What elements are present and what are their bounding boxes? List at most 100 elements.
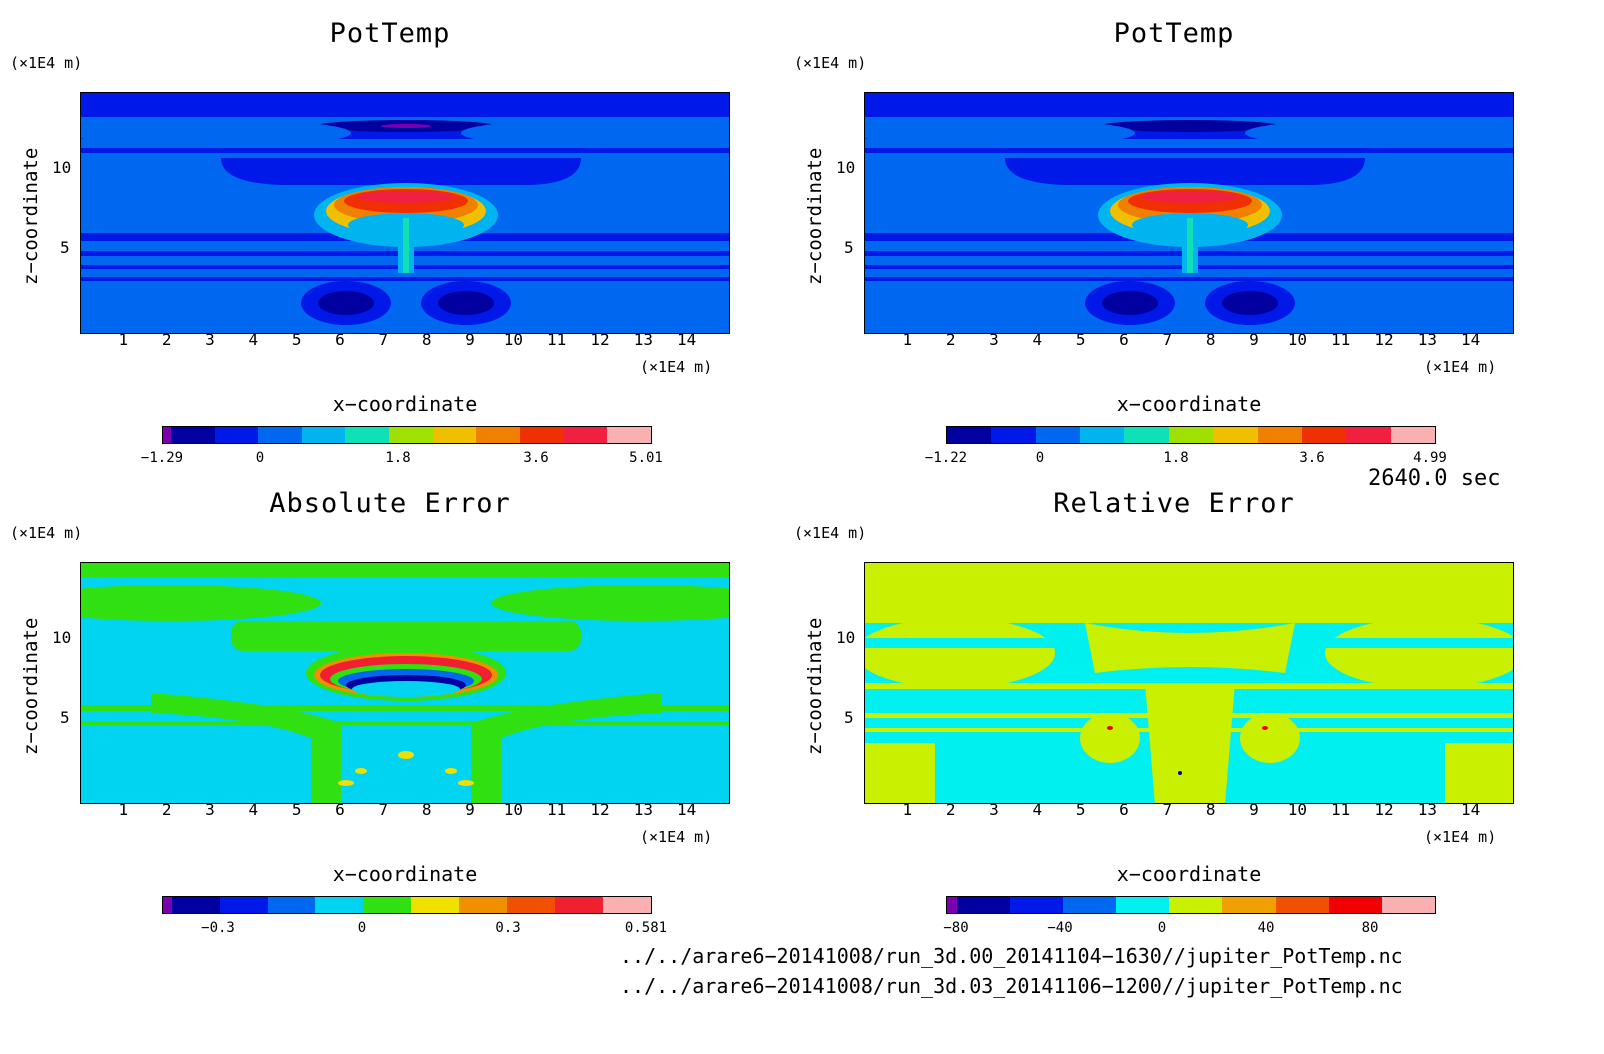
colorbar [946, 426, 1436, 444]
x-tick-label: 2 [945, 800, 956, 819]
z-unit-label: (×1E4 m) [10, 54, 83, 72]
x-tick-label: 8 [421, 800, 432, 819]
colorbar-swatch [363, 897, 412, 913]
y-axis-label: z−coordinate [804, 147, 826, 285]
x-axis-label: x−coordinate [1116, 862, 1262, 886]
colorbar-swatch [1275, 897, 1329, 913]
x-tick-label: 5 [1075, 800, 1086, 819]
file-path-1: ../../arare6−20141008/run_3d.00_20141104… [620, 944, 1403, 968]
x-tick-label: 4 [248, 800, 259, 819]
colorbar-swatch [163, 897, 172, 913]
x-unit-label: (×1E4 m) [640, 358, 713, 376]
z-unit-label: (×1E4 m) [10, 524, 83, 542]
x-tick-label: 14 [677, 330, 697, 349]
x-tick-label: 4 [1032, 330, 1043, 349]
colorbar-swatch [476, 427, 521, 443]
x-tick-label: 2 [945, 330, 956, 349]
colorbar-swatch [991, 427, 1036, 443]
colorbar-swatch [555, 897, 604, 913]
colorbar-swatch [1222, 897, 1276, 913]
colorbar-swatch [214, 427, 259, 443]
colorbar-swatch [507, 897, 556, 913]
x-tick-label: 10 [1287, 800, 1307, 819]
x-tick-label: 7 [378, 330, 389, 349]
y-tick-10: 10 [52, 158, 72, 177]
colorbar-label: 0 [255, 450, 265, 466]
x-tick-label: 4 [248, 330, 259, 349]
colorbar-swatch [301, 427, 346, 443]
z-unit-label: (×1E4 m) [794, 524, 867, 542]
colorbar-label: 0.581 [624, 920, 668, 936]
x-tick-label: 1 [902, 330, 913, 349]
y-tick-5: 5 [60, 708, 70, 727]
colorbar-swatch [603, 897, 651, 913]
colorbar-swatch [1213, 427, 1258, 443]
panel-absolute-error: Absolute Error (×1E4 m) z−coordinate 1 [0, 470, 780, 940]
contour-plot [864, 92, 1514, 334]
x-tick-label: 11 [547, 330, 567, 349]
colorbar-swatch [1301, 427, 1347, 443]
x-tick-label: 11 [1331, 800, 1351, 819]
contour-plot [80, 92, 730, 334]
x-tick-label: 14 [1461, 330, 1481, 349]
x-tick-label: 10 [1287, 330, 1307, 349]
x-tick-label: 1 [118, 330, 129, 349]
colorbar-swatch [1169, 897, 1223, 913]
colorbar-swatch [947, 897, 957, 913]
colorbar-swatch [1390, 427, 1435, 443]
chart-title: PotTemp [1113, 18, 1235, 49]
x-tick-label: 6 [1119, 800, 1129, 819]
colorbar-label: −1.22 [924, 450, 968, 466]
x-unit-label: (×1E4 m) [1424, 358, 1497, 376]
x-tick-label: 7 [1162, 800, 1173, 819]
x-tick-label: 2 [161, 800, 172, 819]
colorbar-swatch [520, 427, 564, 443]
y-axis-label: z−coordinate [804, 617, 826, 755]
colorbar-label: −1.29 [140, 450, 184, 466]
chart-title: PotTemp [329, 18, 451, 49]
colorbar-label: 1.8 [385, 450, 411, 466]
colorbar-swatch [1346, 427, 1391, 443]
colorbar-swatch [1124, 427, 1169, 443]
colorbar-label: 3.6 [523, 450, 549, 466]
x-tick-label: 3 [989, 330, 999, 349]
x-axis-label: x−coordinate [332, 862, 478, 886]
colorbar-label: 5.01 [629, 450, 663, 466]
x-axis-label: x−coordinate [332, 392, 478, 416]
contour-plot [864, 562, 1514, 804]
colorbar-swatch [459, 897, 508, 913]
x-tick-label: 3 [205, 330, 215, 349]
colorbar-swatch [1116, 897, 1170, 913]
x-tick-label: 12 [590, 800, 610, 819]
colorbar-swatch [1062, 897, 1117, 913]
colorbar-swatch [1328, 897, 1382, 913]
colorbar [162, 896, 652, 914]
y-tick-10: 10 [836, 158, 856, 177]
panel-pottemp-1: PotTemp (×1E4 m) [0, 0, 780, 470]
colorbar-label: 40 [1257, 920, 1275, 936]
x-tick-label: 6 [1119, 330, 1129, 349]
colorbar-swatch [315, 897, 364, 913]
x-tick-label: 3 [205, 800, 215, 819]
x-tick-label: 4 [1032, 800, 1043, 819]
x-tick-label: 8 [1205, 330, 1216, 349]
colorbar-label: 0 [357, 920, 367, 936]
colorbar-label: 1.8 [1163, 450, 1189, 466]
x-tick-label: 11 [1331, 330, 1351, 349]
colorbar [162, 426, 652, 444]
colorbar-label: −40 [1047, 920, 1073, 936]
x-tick-label: 12 [1374, 800, 1394, 819]
contour-plot [80, 562, 730, 804]
colorbar-swatch [170, 427, 215, 443]
y-tick-5: 5 [844, 708, 854, 727]
x-axis-label: x−coordinate [1116, 392, 1262, 416]
colorbar-swatch [389, 427, 433, 443]
colorbar-swatch [1168, 427, 1214, 443]
colorbar-swatch [432, 427, 477, 443]
x-tick-label: 14 [677, 800, 697, 819]
file-path-2: ../../arare6−20141008/run_3d.03_20141106… [620, 974, 1403, 998]
panel-pottemp-2: PotTemp (×1E4 m) [784, 0, 1564, 470]
x-tick-label: 14 [1461, 800, 1481, 819]
colorbar-swatch [219, 897, 268, 913]
x-tick-label: 7 [1162, 330, 1173, 349]
